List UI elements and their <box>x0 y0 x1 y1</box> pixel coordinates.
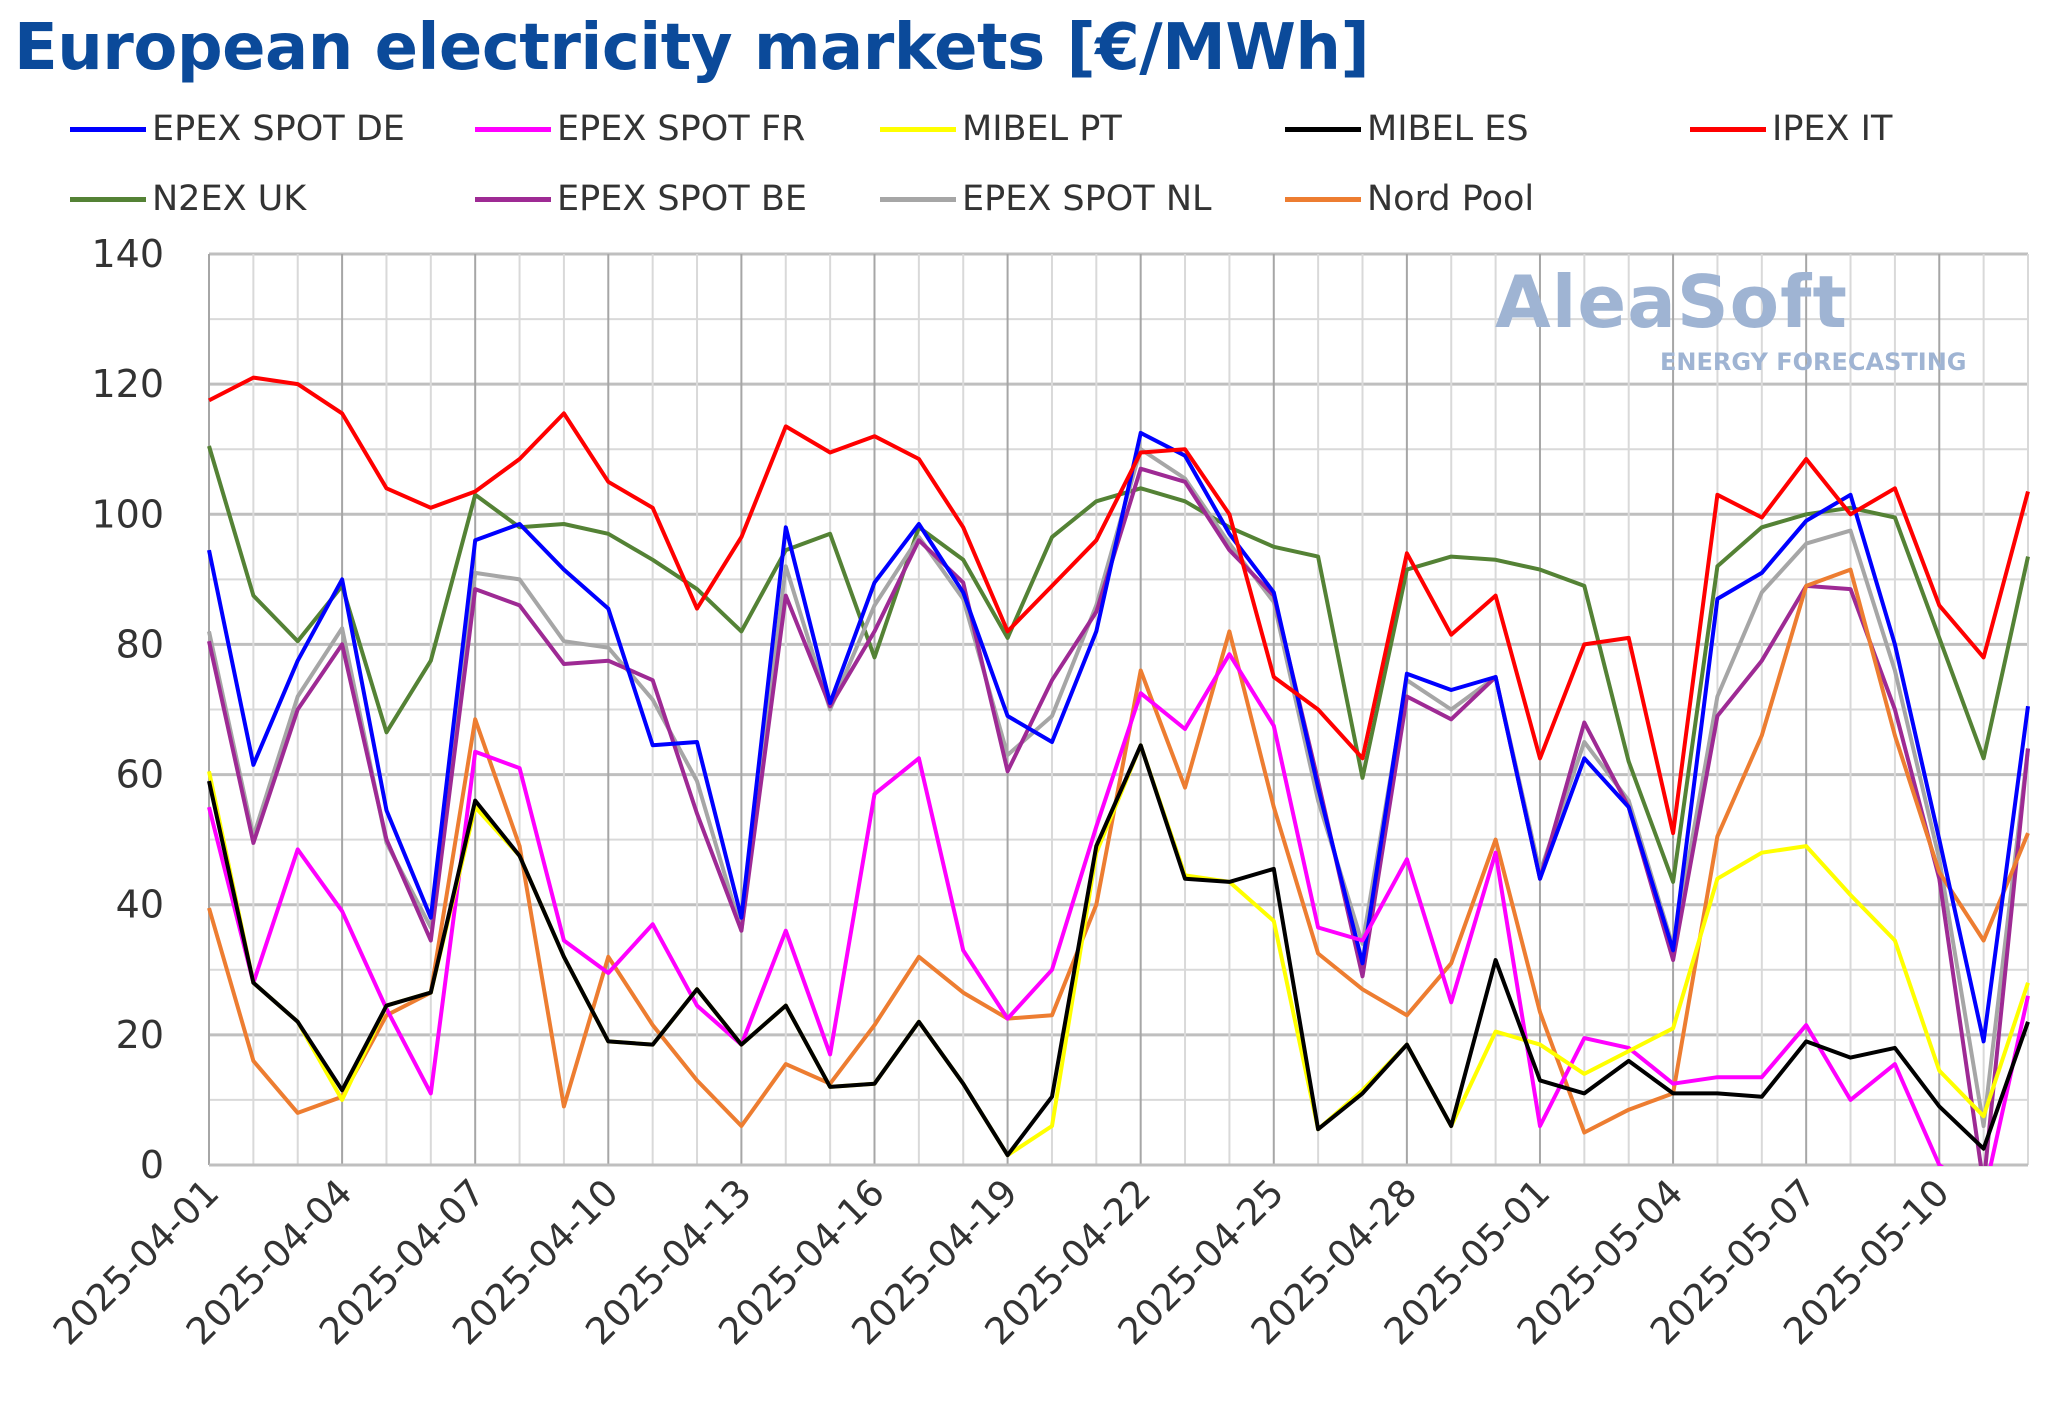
series-line-epex-spot-de <box>207 430 2030 1044</box>
legend-item: EPEX SPOT BE <box>475 178 807 220</box>
y-tick-label: 20 <box>116 1013 164 1057</box>
y-tick-label: 120 <box>91 362 164 406</box>
legend-item: Nord Pool <box>1285 178 1534 220</box>
legend-label: MIBEL ES <box>1367 109 1529 149</box>
series-line-nord-pool <box>207 567 2030 1135</box>
legend-swatch <box>880 196 956 202</box>
series-line-mibel-es <box>207 743 2030 1158</box>
y-tick-label: 60 <box>116 753 164 797</box>
legend-label: N2EX UK <box>152 179 307 219</box>
legend-item: N2EX UK <box>70 178 306 220</box>
logo-tagline: ENERGY FORECASTING <box>1660 348 1967 376</box>
legend-label: EPEX SPOT BE <box>557 179 807 219</box>
legend-label: Nord Pool <box>1367 179 1535 219</box>
legend-item: IPEX IT <box>1690 108 1892 150</box>
legend-label: EPEX SPOT DE <box>152 109 405 149</box>
legend-swatch <box>70 126 146 132</box>
legend-item: MIBEL ES <box>1285 108 1529 150</box>
y-tick-label: 40 <box>116 883 164 927</box>
y-tick-label: 140 <box>91 232 164 276</box>
legend-item: EPEX SPOT DE <box>70 108 405 150</box>
legend-label: EPEX SPOT FR <box>557 109 806 149</box>
y-tick-label: 80 <box>116 622 164 666</box>
legend-label: IPEX IT <box>1772 109 1893 149</box>
legend-swatch <box>1285 196 1361 202</box>
legend-swatch <box>1690 126 1766 132</box>
legend-swatch <box>70 196 146 202</box>
y-tick-label: 0 <box>140 1143 164 1187</box>
legend-item: MIBEL PT <box>880 108 1122 150</box>
legend-item: EPEX SPOT NL <box>880 178 1212 220</box>
legend-label: EPEX SPOT NL <box>962 179 1212 219</box>
aleasoft-logo: AleaSoft ENERGY FORECASTING <box>1495 262 2015 382</box>
legend-item: EPEX SPOT FR <box>475 108 805 150</box>
legend-swatch <box>475 126 551 132</box>
legend-label: MIBEL PT <box>962 109 1122 149</box>
logo-name: AleaSoft <box>1495 260 1848 344</box>
chart-title: European electricity markets [€/MWh] <box>14 11 1370 85</box>
y-tick-label: 100 <box>91 492 164 536</box>
legend-swatch <box>880 126 956 132</box>
series-line-epex-spot-fr <box>207 652 2030 1166</box>
legend-swatch <box>475 196 551 202</box>
legend-swatch <box>1285 126 1361 132</box>
series-line-ipex-it <box>208 375 2030 836</box>
